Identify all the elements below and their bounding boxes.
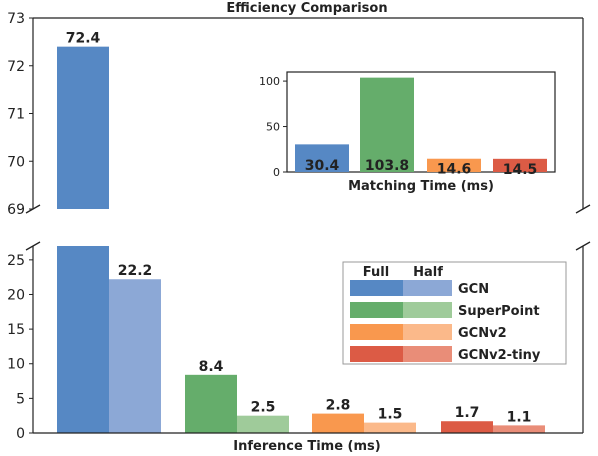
upper-axes: 72.4 69 70 71 72 73 [7, 11, 584, 218]
bar-gcnv2-tiny-half [493, 425, 545, 433]
bar-superpoint-full [185, 374, 237, 433]
legend: Full Half GCN SuperPoint GCNv2 GCNv2-tiny [342, 261, 567, 365]
legend-swatch-superpoint-full [350, 302, 403, 318]
inset-ytick-label: 50 [266, 121, 280, 134]
inset-value-label-gcnv2-tiny: 14.5 [503, 162, 538, 178]
lower-ytick-label: 25 [7, 253, 25, 269]
legend-swatch-gcnv2-half [403, 324, 452, 340]
axis-break-marks [25, 204, 591, 251]
legend-swatch-gcnv2-tiny-half [403, 346, 452, 362]
legend-header-full: Full [363, 265, 389, 280]
upper-ytick-label: 72 [7, 59, 25, 75]
inset-value-label-gcn: 30.4 [305, 158, 340, 174]
legend-swatch-gcnv2-tiny-full [350, 346, 403, 362]
legend-header-half: Half [413, 265, 443, 280]
value-label-superpoint-full: 8.4 [199, 359, 224, 375]
bar-superpoint-half [237, 415, 289, 433]
lower-ytick-label: 10 [7, 357, 25, 373]
upper-ytick-label: 69 [7, 202, 25, 218]
legend-swatch-gcnv2-full [350, 324, 403, 340]
inset-value-label-gcnv2: 14.6 [437, 162, 472, 178]
legend-swatch-gcn-full [350, 280, 403, 296]
value-label-superpoint-half: 2.5 [251, 400, 276, 416]
value-label-gcnv2-tiny-full: 1.7 [455, 405, 480, 421]
inset-bar-superpoint [360, 77, 414, 172]
legend-swatch-gcn-half [403, 280, 452, 296]
legend-label-gcnv2-tiny: GCNv2-tiny [458, 348, 541, 363]
break-mark [25, 204, 41, 214]
value-label-gcnv2-tiny-half: 1.1 [507, 409, 532, 425]
bar-gcn-half [109, 279, 161, 433]
bar-gcnv2-tiny-full [441, 421, 493, 433]
bar-gcnv2-half [364, 422, 416, 433]
break-mark [25, 241, 41, 251]
upper-ytick-label: 73 [7, 11, 25, 27]
inset-x-axis-label: Matching Time (ms) [348, 179, 494, 194]
upper-ytick-label: 71 [7, 107, 25, 123]
bar-gcn-full-upper [57, 46, 109, 210]
legend-label-gcnv2: GCNv2 [458, 326, 507, 341]
break-mark [575, 241, 591, 251]
bar-gcn-full-lower [57, 246, 109, 433]
value-label-gcn-half: 22.2 [118, 263, 153, 279]
inset-ytick-label: 0 [273, 166, 280, 179]
lower-ytick-label: 15 [7, 322, 25, 338]
lower-axes: 22.2 8.4 2.5 2.8 1.5 1.7 1.1 0 5 10 15 20 25 Inferenc… [7, 246, 584, 454]
inset-bar-gcnv2 [427, 158, 481, 172]
x-axis-label: Inference Time (ms) [233, 439, 380, 454]
lower-ytick-label: 20 [7, 287, 25, 303]
inset-bar-gcn [295, 144, 349, 172]
bar-gcnv2-full [312, 413, 364, 433]
inset-bar-gcnv2-tiny [493, 158, 547, 172]
legend-label-superpoint: SuperPoint [458, 304, 540, 319]
value-label-gcn-full: 72.4 [66, 31, 101, 47]
legend-swatch-superpoint-half [403, 302, 452, 318]
lower-ytick-label: 5 [16, 391, 25, 407]
upper-ytick-label: 70 [7, 154, 25, 170]
inset-value-label-superpoint: 103.8 [365, 158, 409, 174]
value-label-gcnv2-full: 2.8 [326, 398, 351, 414]
break-mark [575, 204, 591, 214]
value-label-gcnv2-half: 1.5 [378, 407, 403, 423]
chart-title: Efficiency Comparison [226, 1, 387, 16]
lower-ytick-label: 0 [16, 426, 25, 442]
inset-axes: 30.4 103.8 14.6 14.5 0 50 100 Matching Time (ms… [259, 71, 556, 194]
inset-ytick-label: 100 [259, 75, 280, 88]
legend-label-gcn: GCN [458, 282, 489, 297]
